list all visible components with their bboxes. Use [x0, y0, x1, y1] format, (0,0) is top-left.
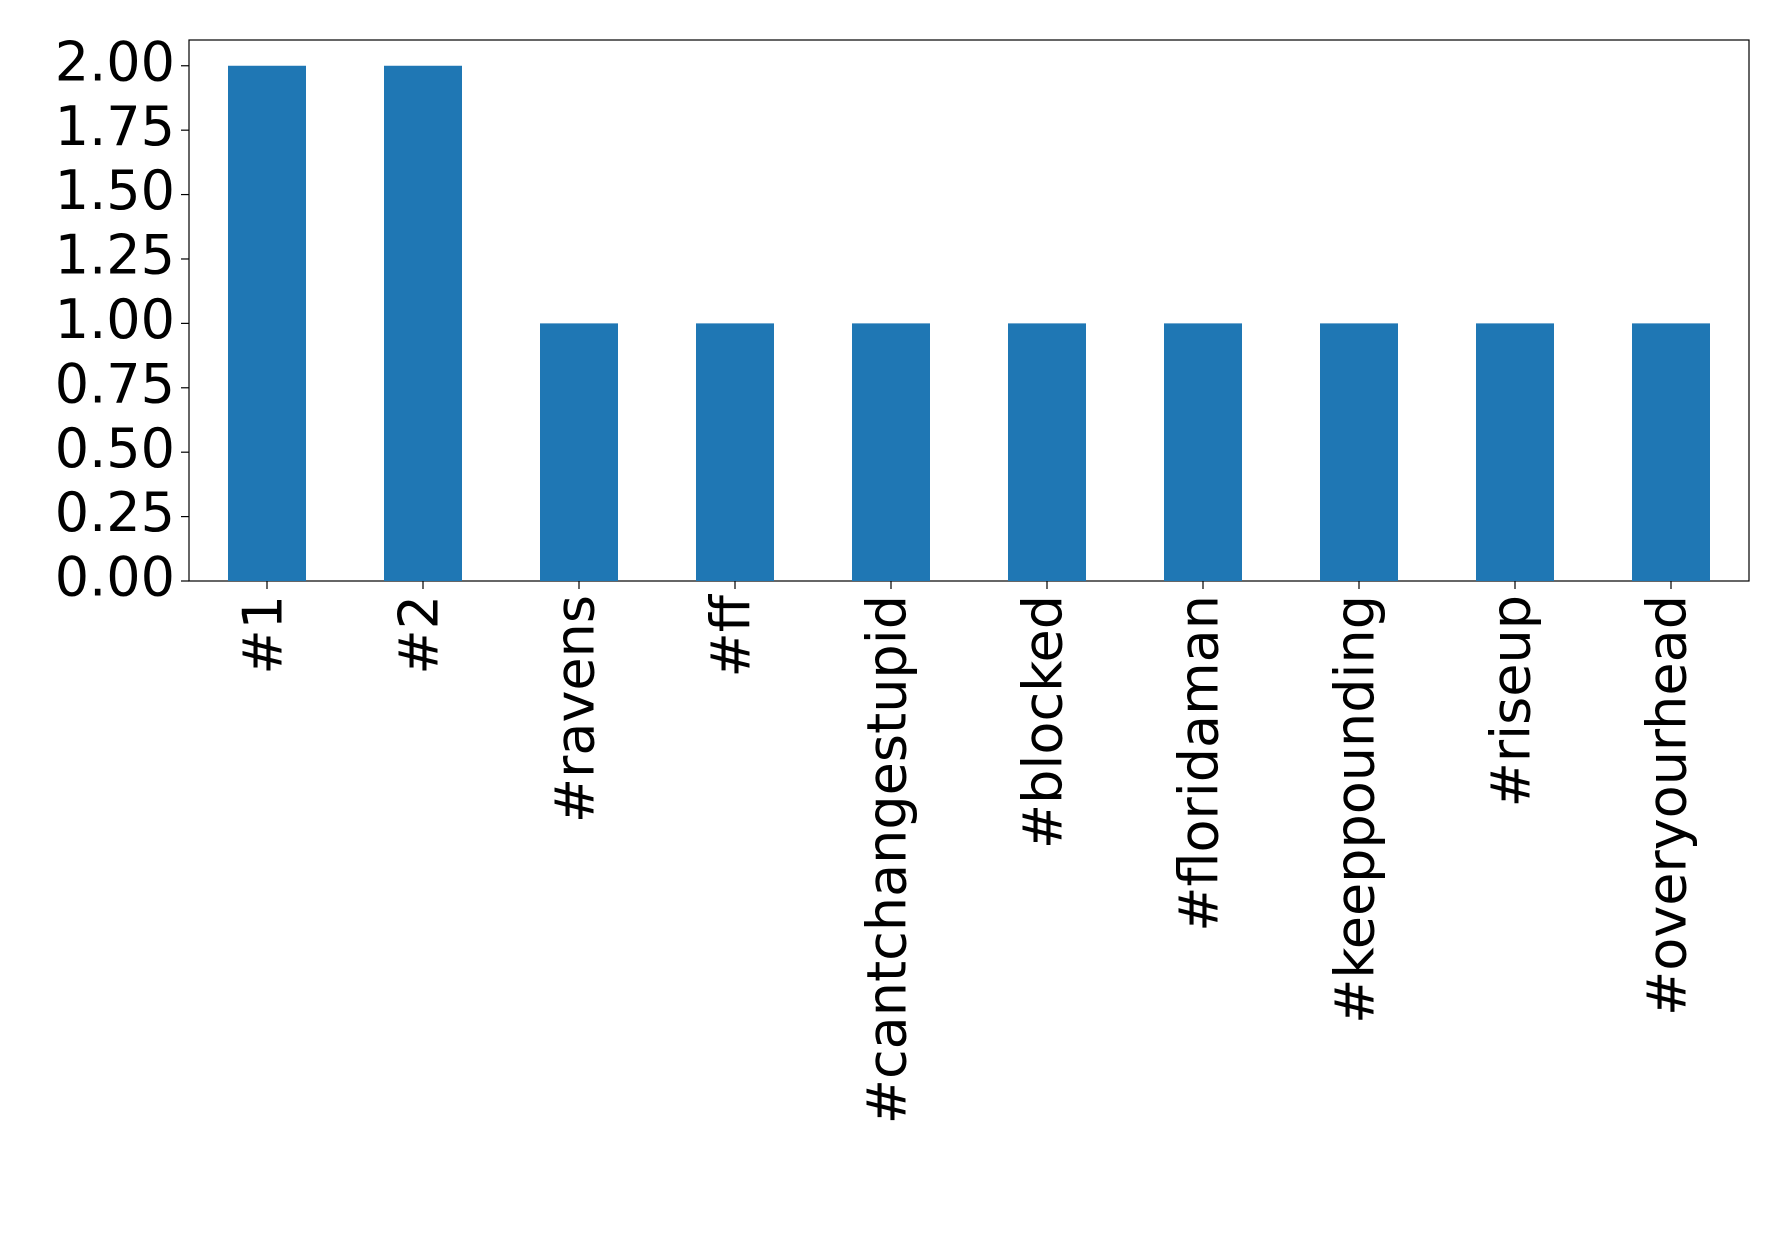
bar: [1476, 323, 1554, 581]
y-tick-label: 0.50: [55, 417, 175, 480]
x-tick-label: #ravens: [544, 595, 607, 823]
y-tick-label: 0.25: [55, 481, 175, 544]
bar: [696, 323, 774, 581]
y-tick-label: 0.00: [55, 546, 175, 609]
x-tick-label: #blocked: [1012, 595, 1075, 849]
x-tick-label: #overyourhead: [1636, 595, 1699, 1016]
x-tick-label: #1: [232, 595, 295, 675]
y-tick-label: 0.75: [55, 352, 175, 415]
plot-frame: [188, 39, 1750, 582]
x-tick-label: #2: [388, 595, 451, 675]
x-tick-label: #cantchangestupid: [856, 595, 919, 1124]
x-tick-label: #floridaman: [1168, 595, 1231, 932]
y-tick-label: 1.25: [55, 224, 175, 287]
bar: [852, 323, 930, 581]
bar: [1320, 323, 1398, 581]
x-tick-label: #ff: [700, 593, 763, 677]
bar: [228, 65, 306, 581]
bar: [1164, 323, 1242, 581]
y-tick-label: 1.75: [55, 95, 175, 158]
bar: [1008, 323, 1086, 581]
bar: [540, 323, 618, 581]
bar: [384, 65, 462, 581]
y-tick-label: 2.00: [55, 30, 175, 93]
x-tick-label: #riseup: [1480, 595, 1543, 807]
x-tick-label: #keeppounding: [1324, 595, 1387, 1024]
y-tick-label: 1.00: [55, 288, 175, 351]
y-tick-label: 1.50: [55, 159, 175, 222]
bar: [1632, 323, 1710, 581]
